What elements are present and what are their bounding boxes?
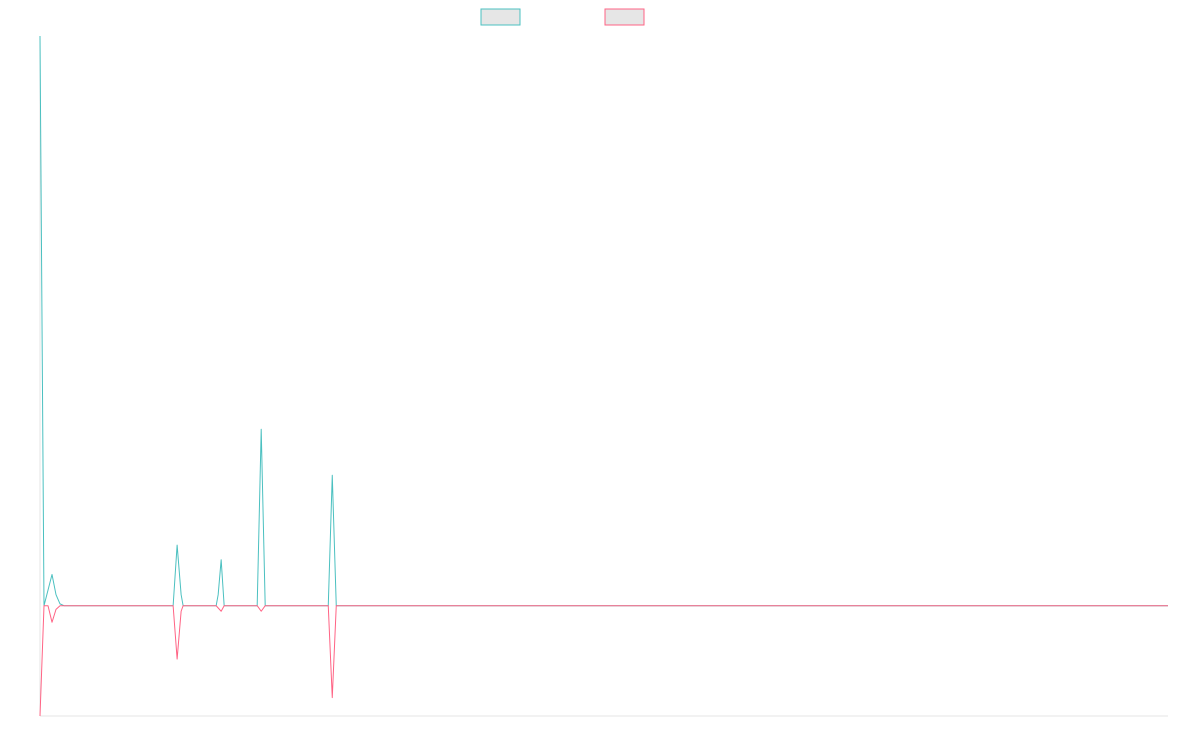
legend-swatch-2[interactable]	[604, 8, 645, 26]
series-layer	[39, 35, 1168, 717]
series-line-2	[39, 605, 1168, 717]
legend-swatch-1[interactable]	[480, 8, 521, 26]
series-line-1	[39, 35, 1168, 607]
legend	[480, 8, 645, 26]
axes	[39, 36, 1168, 717]
